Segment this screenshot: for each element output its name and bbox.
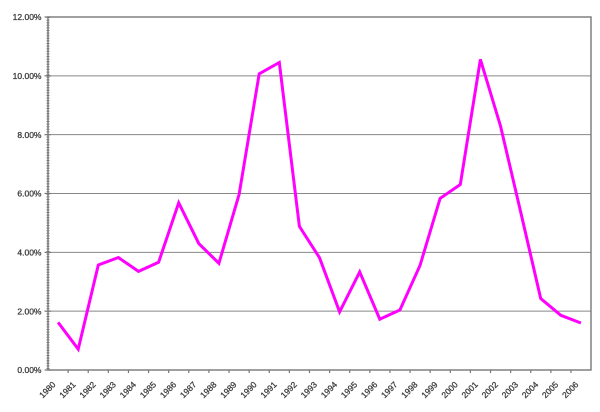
svg-text:0.00%: 0.00% <box>17 365 42 375</box>
svg-text:2.00%: 2.00% <box>17 306 42 316</box>
svg-text:1995: 1995 <box>339 379 360 400</box>
svg-text:1993: 1993 <box>299 379 320 400</box>
svg-text:1992: 1992 <box>278 379 299 400</box>
svg-text:1996: 1996 <box>359 379 380 400</box>
svg-text:1980: 1980 <box>37 379 58 400</box>
svg-text:1988: 1988 <box>198 379 219 400</box>
svg-text:8.00%: 8.00% <box>17 130 42 140</box>
svg-text:2001: 2001 <box>459 379 480 400</box>
svg-text:2006: 2006 <box>560 379 581 400</box>
svg-text:1983: 1983 <box>97 379 118 400</box>
svg-text:1986: 1986 <box>158 379 179 400</box>
svg-text:1999: 1999 <box>419 379 440 400</box>
svg-text:1982: 1982 <box>77 379 98 400</box>
svg-text:1984: 1984 <box>118 379 139 400</box>
svg-text:1981: 1981 <box>57 379 78 400</box>
svg-text:1994: 1994 <box>319 379 340 400</box>
svg-text:2000: 2000 <box>439 379 460 400</box>
svg-text:1998: 1998 <box>399 379 420 400</box>
svg-text:2005: 2005 <box>540 379 561 400</box>
svg-text:1991: 1991 <box>258 379 279 400</box>
svg-text:2002: 2002 <box>480 379 501 400</box>
svg-text:1987: 1987 <box>178 379 199 400</box>
svg-text:2003: 2003 <box>500 379 521 400</box>
svg-text:1989: 1989 <box>218 379 239 400</box>
svg-text:10.00%: 10.00% <box>13 71 42 81</box>
svg-text:1990: 1990 <box>238 379 259 400</box>
svg-text:4.00%: 4.00% <box>17 247 42 257</box>
svg-text:2004: 2004 <box>520 379 541 400</box>
svg-text:6.00%: 6.00% <box>17 189 42 199</box>
svg-text:12.00%: 12.00% <box>13 12 42 22</box>
svg-text:1997: 1997 <box>379 379 400 400</box>
svg-text:1985: 1985 <box>138 379 159 400</box>
